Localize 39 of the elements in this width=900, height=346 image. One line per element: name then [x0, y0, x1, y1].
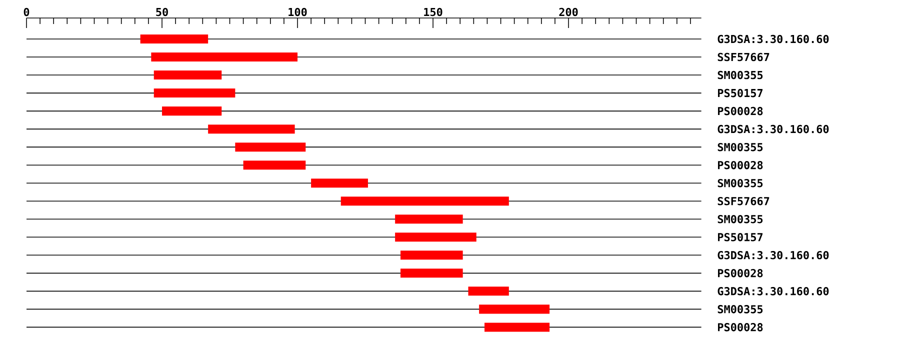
bar [140, 34, 208, 44]
y-tick-label: SM00355 [718, 70, 763, 80]
y-tick-label: G3DSA:3.30.160.60 [718, 34, 829, 44]
bar [243, 160, 306, 170]
y-tick-label: PS00028 [718, 323, 763, 332]
y-tick-label: G3DSA:3.30.160.60 [718, 124, 829, 134]
bar [479, 304, 550, 314]
x-tick-label: 200 [559, 8, 578, 16]
y-tick-label: SM00355 [718, 214, 763, 224]
bar [400, 250, 463, 260]
bar [235, 142, 306, 152]
bar [311, 178, 368, 188]
bar [340, 196, 509, 206]
bar [208, 124, 295, 134]
y-tick-label: PS50157 [718, 88, 763, 98]
bar [154, 88, 236, 98]
x-tick-label: 0 [24, 8, 30, 16]
bar [151, 52, 298, 62]
bar [468, 286, 509, 296]
bar [484, 322, 550, 332]
x-tick-label: 100 [288, 8, 307, 16]
x-tick-label: 50 [156, 8, 168, 16]
y-tick-label: PS00028 [718, 160, 763, 170]
y-tick-label: PS50157 [718, 233, 763, 242]
bar [154, 70, 222, 80]
y-tick-label: PS00028 [718, 269, 763, 278]
bar [395, 232, 476, 242]
bar [400, 268, 463, 278]
x-tick-label: 150 [424, 8, 442, 16]
y-tick-label: SM00355 [718, 142, 763, 152]
y-tick-label: PS00028 [718, 106, 763, 116]
bar [162, 106, 222, 116]
y-tick-label: SSF57667 [718, 52, 770, 62]
bar [395, 214, 463, 224]
y-tick-label: SM00355 [718, 305, 763, 314]
y-tick-label: G3DSA:3.30.160.60 [718, 287, 829, 296]
y-tick-label: SM00355 [718, 178, 763, 188]
y-tick-label: SSF57667 [718, 196, 770, 206]
y-tick-label: G3DSA:3.30.160.60 [718, 251, 829, 260]
